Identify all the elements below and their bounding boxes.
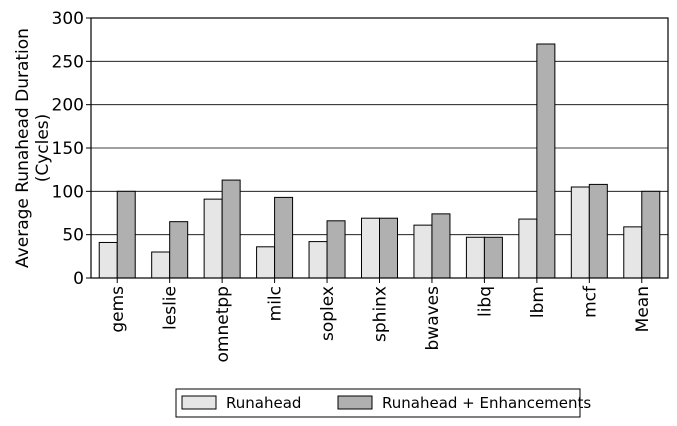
- bar-omnetpp-series-1: [203, 198, 223, 279]
- bar-gems-series-2: [116, 190, 136, 279]
- x-tick-label: Mean: [633, 286, 653, 332]
- bar-lbm-series-2: [536, 43, 556, 279]
- y-tick-label: 300: [52, 9, 84, 29]
- y-axis-label-line: Average Runahead Duration: [13, 28, 33, 268]
- bar-milc-series-2: [274, 196, 294, 279]
- bar-soplex-series-2: [326, 220, 346, 279]
- bar-sphinx-series-1: [361, 217, 380, 279]
- y-tick-label: 50: [62, 226, 84, 246]
- bar-libq-series-2: [483, 236, 503, 279]
- x-tick-label: lbm: [528, 286, 548, 318]
- y-axis-label-line: (Cycles): [33, 114, 53, 183]
- bar-mcf-series-1: [570, 186, 590, 279]
- y-tick-label: 100: [52, 182, 84, 202]
- x-tick-label: bwaves: [423, 286, 443, 351]
- x-tick-labels: gems leslie omnetpp milc soplex sphinx bwaves l…: [108, 278, 653, 362]
- x-tick-label: milc: [266, 286, 286, 321]
- bar-sphinx-series-2: [379, 217, 398, 279]
- y-tick-label: 250: [52, 52, 84, 72]
- bar-leslie-series-2: [169, 221, 189, 279]
- x-tick-label: libq: [475, 286, 495, 317]
- bars: [98, 43, 661, 279]
- y-tick-label: 150: [52, 139, 84, 159]
- bar-soplex-series-1: [308, 241, 328, 279]
- bar-gems-series-1: [98, 241, 118, 279]
- legend-label: Runahead: [226, 394, 301, 412]
- bar-mean-series-1: [623, 226, 643, 279]
- bar-leslie-series-1: [151, 251, 171, 279]
- legend-swatch: [181, 395, 217, 410]
- bar-milc-series-1: [256, 246, 276, 279]
- bar-libq-series-1: [465, 236, 485, 279]
- bar-mean-series-2: [641, 190, 661, 279]
- y-axis-label: Average Runahead Duration(Cycles): [13, 28, 53, 268]
- bar-bwaves-series-2: [431, 213, 451, 279]
- bar-omnetpp-series-2: [221, 179, 241, 279]
- x-tick-label: soplex: [318, 286, 338, 341]
- bar-mcf-series-2: [588, 183, 608, 279]
- x-tick-label: gems: [108, 286, 128, 333]
- y-tick-label: 200: [52, 96, 84, 116]
- legend-box: [175, 388, 581, 418]
- x-tick-label: sphinx: [371, 286, 391, 342]
- legend-swatch: [337, 395, 373, 410]
- bar-bwaves-series-1: [413, 224, 433, 279]
- x-tick-label: omnetpp: [213, 286, 233, 362]
- legend-label: Runahead + Enhancements: [382, 394, 591, 412]
- y-tick-labels: 0 50 100 150 200 250 300: [52, 9, 91, 289]
- bar-lbm-series-1: [518, 218, 538, 279]
- x-tick-label: mcf: [580, 285, 600, 318]
- legend: Runahead Runahead + Enhancements: [175, 388, 591, 418]
- y-tick-label: 0: [73, 269, 84, 289]
- x-tick-label: leslie: [161, 286, 181, 330]
